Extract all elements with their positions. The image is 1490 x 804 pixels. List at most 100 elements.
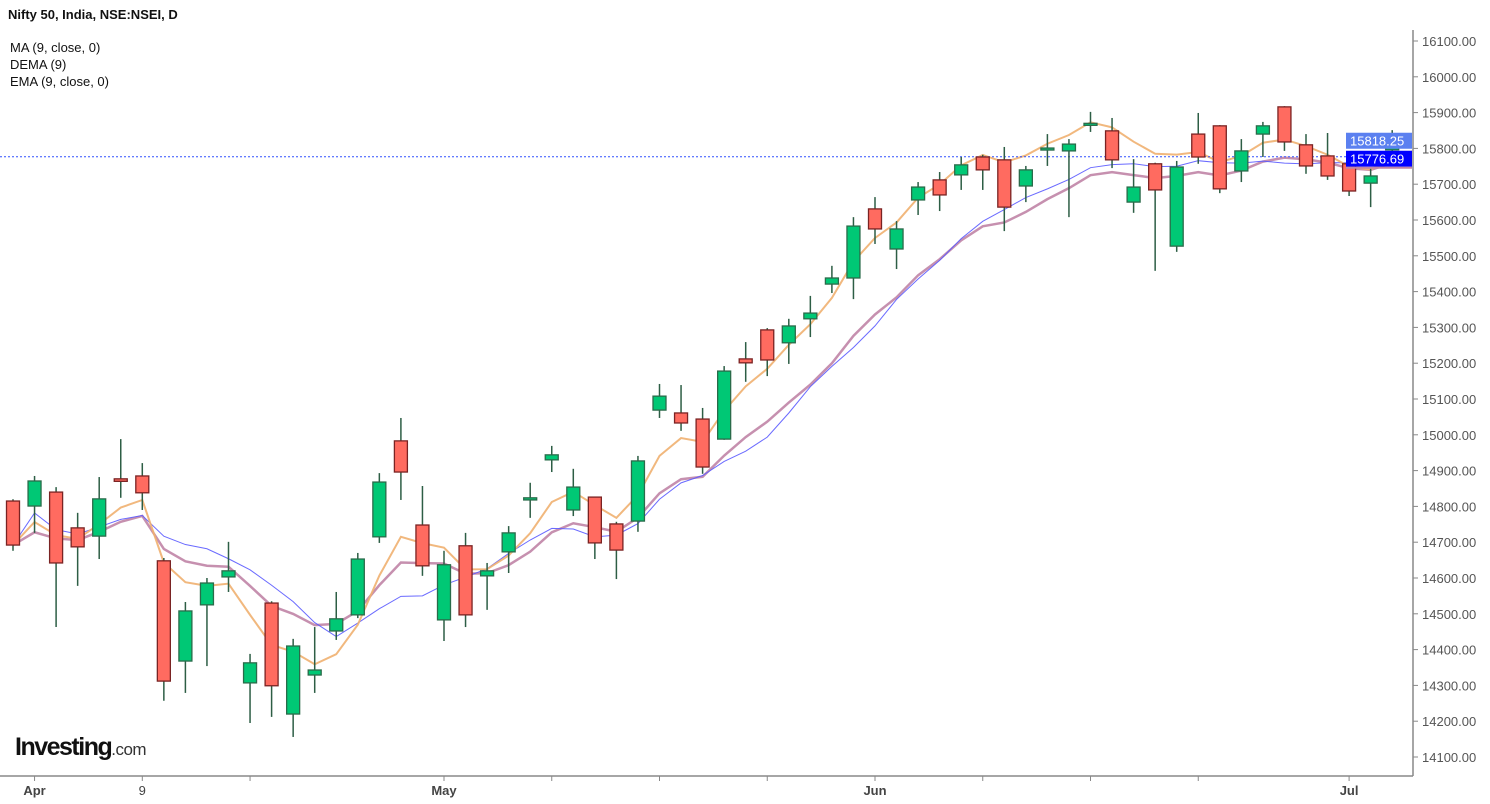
candle-body bbox=[199, 582, 215, 606]
candle bbox=[673, 385, 689, 431]
y-tick-label: 15700.00 bbox=[1422, 177, 1476, 192]
y-tick-label: 14500.00 bbox=[1422, 607, 1476, 622]
candle-body bbox=[156, 560, 172, 682]
candle-body bbox=[458, 545, 473, 616]
candle-body bbox=[695, 418, 710, 468]
candle bbox=[1083, 111, 1098, 132]
last-price-label: 15818.25 bbox=[1350, 134, 1404, 149]
candle-body bbox=[1255, 125, 1271, 135]
y-tick-label: 14100.00 bbox=[1422, 750, 1476, 765]
candle-body bbox=[479, 570, 495, 577]
candle bbox=[436, 550, 452, 642]
candle bbox=[27, 475, 42, 533]
candle-body bbox=[630, 460, 646, 522]
candle-body bbox=[760, 329, 775, 361]
candle-body bbox=[393, 440, 409, 473]
candle bbox=[587, 496, 602, 560]
candle-body bbox=[566, 486, 581, 511]
y-tick-label: 14300.00 bbox=[1422, 678, 1476, 693]
candle-body bbox=[135, 475, 150, 494]
candle bbox=[1212, 125, 1227, 194]
candle bbox=[1363, 168, 1378, 208]
legend-dema[interactable]: DEMA (9) bbox=[10, 57, 67, 72]
ema-price-marker bbox=[1346, 166, 1412, 169]
candle bbox=[48, 487, 64, 628]
candle bbox=[479, 562, 495, 610]
candle bbox=[760, 328, 775, 377]
candle-body bbox=[846, 225, 861, 279]
candle-body bbox=[1083, 122, 1098, 126]
candle-body bbox=[673, 412, 689, 424]
y-tick-label: 15600.00 bbox=[1422, 213, 1476, 228]
candle-body bbox=[48, 491, 64, 564]
candle bbox=[609, 521, 624, 580]
y-tick-label: 15500.00 bbox=[1422, 249, 1476, 264]
candle bbox=[932, 172, 947, 212]
candle bbox=[997, 146, 1012, 232]
candle bbox=[307, 627, 322, 693]
candle bbox=[1126, 159, 1141, 213]
candle bbox=[630, 455, 646, 532]
y-tick-label: 14200.00 bbox=[1422, 714, 1476, 729]
y-tick-label: 15200.00 bbox=[1422, 356, 1476, 371]
candle-body bbox=[997, 159, 1012, 208]
y-tick-label: 16100.00 bbox=[1422, 34, 1476, 49]
candle-body bbox=[1212, 125, 1227, 190]
x-tick-label: Jun bbox=[863, 783, 886, 798]
candle bbox=[70, 512, 85, 586]
candle bbox=[523, 482, 538, 518]
candle bbox=[415, 485, 430, 576]
candle-body bbox=[329, 618, 344, 632]
candle-body bbox=[1126, 186, 1141, 203]
candle bbox=[867, 197, 883, 244]
candle-body bbox=[1234, 150, 1249, 172]
candle bbox=[393, 417, 409, 500]
candle bbox=[1191, 112, 1206, 164]
candle bbox=[1234, 139, 1249, 183]
candle-body bbox=[178, 610, 193, 662]
logo-main: Investing bbox=[15, 733, 113, 761]
plot-area bbox=[0, 106, 1412, 737]
price-label-box bbox=[1346, 132, 1412, 149]
y-tick-label: 15100.00 bbox=[1422, 392, 1476, 407]
candle bbox=[372, 473, 387, 543]
candle bbox=[1320, 133, 1335, 180]
candle-body bbox=[1040, 147, 1055, 151]
legend-ma[interactable]: MA (9, close, 0) bbox=[10, 40, 101, 55]
candle-body bbox=[1148, 163, 1163, 191]
candle-body bbox=[910, 186, 926, 201]
candle bbox=[156, 557, 172, 701]
candle-body bbox=[867, 208, 883, 230]
candle-body bbox=[372, 481, 387, 538]
y-tick-label: 15300.00 bbox=[1422, 320, 1476, 335]
x-tick-label: May bbox=[431, 783, 457, 798]
y-tick-label: 14400.00 bbox=[1422, 643, 1476, 658]
candle bbox=[221, 541, 236, 592]
candle-body bbox=[824, 277, 840, 285]
candle bbox=[846, 217, 861, 300]
candle bbox=[1255, 121, 1271, 157]
y-tick-label: 15800.00 bbox=[1422, 141, 1476, 156]
candle bbox=[135, 463, 150, 510]
candle-body bbox=[652, 395, 667, 411]
candle bbox=[695, 407, 710, 474]
candle bbox=[1040, 134, 1055, 166]
candle-body bbox=[803, 312, 818, 320]
candle-body bbox=[113, 478, 128, 482]
candle bbox=[350, 552, 365, 619]
candle bbox=[781, 318, 796, 364]
candle bbox=[199, 578, 215, 667]
investing-logo: Investing.com bbox=[15, 733, 147, 762]
candle-body bbox=[307, 669, 322, 676]
candle-body bbox=[92, 498, 107, 537]
candle bbox=[285, 638, 301, 737]
legend-ema[interactable]: EMA (9, close, 0) bbox=[10, 74, 109, 89]
candle bbox=[889, 221, 904, 270]
candle-body bbox=[415, 524, 430, 567]
candle-body bbox=[221, 570, 236, 578]
candle bbox=[5, 499, 21, 551]
candle-body bbox=[1320, 155, 1335, 177]
candle bbox=[242, 653, 258, 723]
candle bbox=[803, 295, 818, 338]
